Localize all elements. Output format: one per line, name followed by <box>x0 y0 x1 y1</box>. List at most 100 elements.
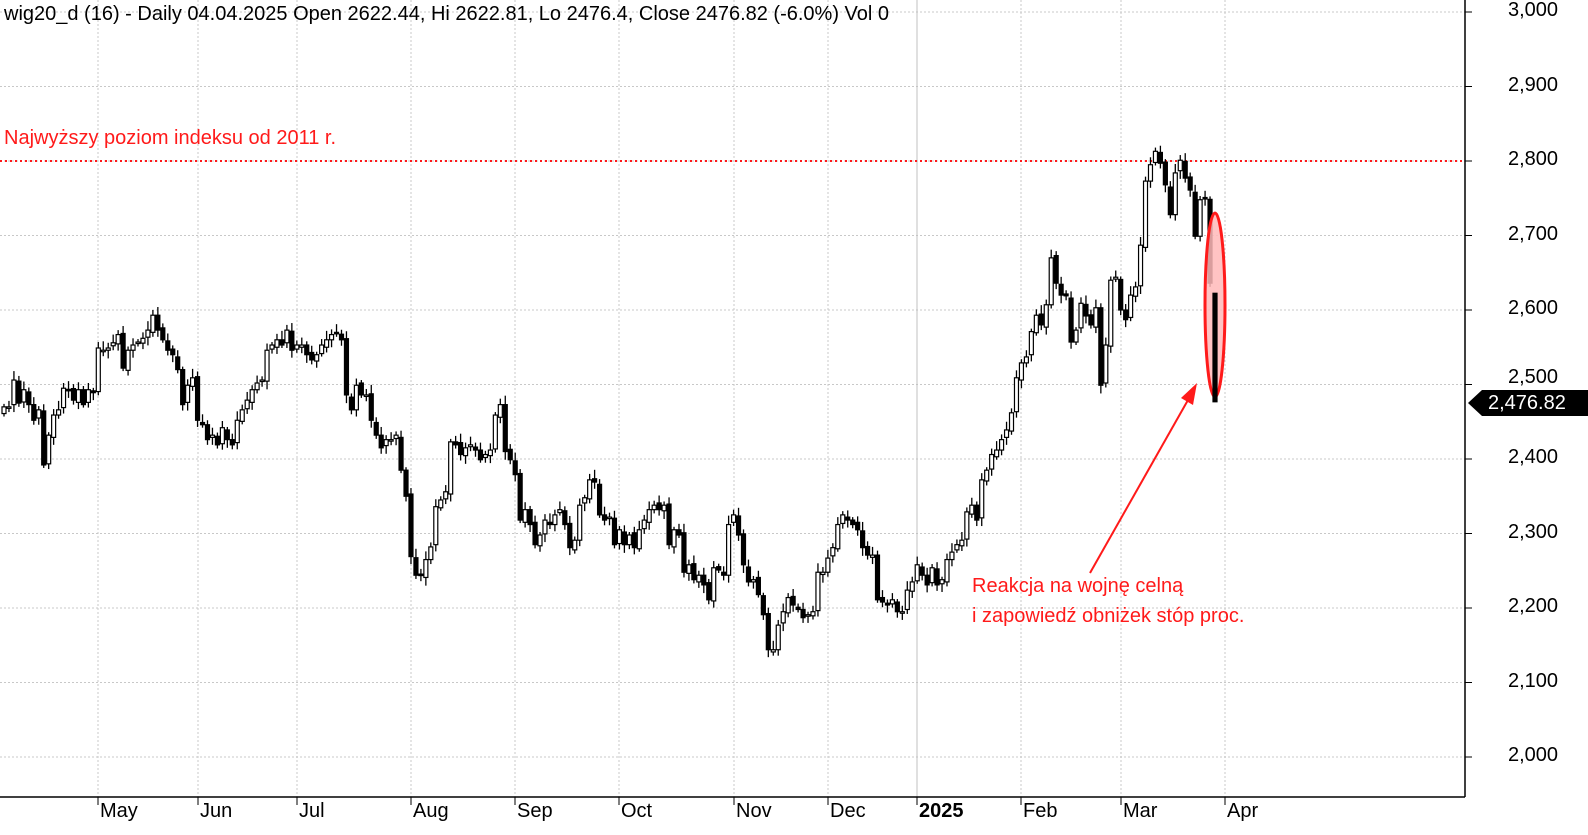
candle-body-down <box>343 338 350 396</box>
candle-body-down <box>656 502 662 511</box>
candle-body-up <box>889 599 895 605</box>
candle <box>472 442 479 457</box>
candle <box>299 337 305 354</box>
x-axis-ticks <box>97 797 1226 805</box>
candle-body-up <box>150 314 156 333</box>
candle-body-up <box>730 514 737 523</box>
candle-body-up <box>537 534 543 547</box>
candle-body-down <box>855 521 861 531</box>
candle-body-up <box>1137 244 1144 287</box>
candle <box>1132 281 1139 303</box>
candle <box>601 506 608 526</box>
candle <box>403 467 409 502</box>
last-candle <box>1212 292 1218 403</box>
candle <box>750 575 757 589</box>
candle-body-down <box>666 503 672 546</box>
candle-body-up <box>825 557 831 573</box>
candle-body-down <box>229 439 235 446</box>
candle <box>1157 145 1164 169</box>
candle <box>502 395 508 460</box>
candle <box>949 543 955 567</box>
candle <box>497 398 503 424</box>
candle-body-up <box>363 394 369 398</box>
candle-body-down <box>224 429 230 441</box>
candle-body-up <box>954 544 960 551</box>
candle <box>1152 147 1159 166</box>
candle-body-up <box>944 558 950 583</box>
candle <box>155 307 161 337</box>
candle-body-down <box>631 532 637 549</box>
candle-body-down <box>706 582 712 601</box>
candle <box>1172 163 1178 221</box>
candle <box>899 605 905 620</box>
candle-body-down <box>120 332 126 369</box>
candle-body-down <box>413 557 419 576</box>
candle <box>269 342 275 354</box>
candle <box>745 559 752 587</box>
candle <box>805 611 811 623</box>
candle-body-up <box>423 558 429 579</box>
candle <box>1083 295 1089 324</box>
candle <box>1128 286 1134 322</box>
candle-body-down <box>860 530 866 549</box>
candle <box>75 382 82 410</box>
candle-body-down <box>194 376 201 421</box>
candle <box>100 341 106 357</box>
candle <box>611 510 618 549</box>
candle-body-up <box>284 329 290 344</box>
candle <box>383 435 389 454</box>
candle-body-up <box>269 344 275 350</box>
candle <box>775 619 781 656</box>
candle <box>448 438 454 502</box>
candle-body-down <box>304 344 310 356</box>
candle-body-up <box>939 579 945 585</box>
candle-body-up <box>830 547 836 557</box>
candle-body-down <box>289 330 295 351</box>
candle <box>740 529 747 573</box>
x-tick-label: Nov <box>736 800 772 822</box>
candle-body-up <box>145 329 151 338</box>
candle-body-up <box>1003 429 1010 438</box>
candle <box>780 603 786 632</box>
candle-body-down <box>1063 293 1069 297</box>
candle <box>1147 157 1154 188</box>
candle-body-down <box>800 608 806 619</box>
candle-body-up <box>482 453 489 459</box>
candle <box>924 567 930 593</box>
x-tick-label: Jul <box>299 800 325 822</box>
candle <box>522 502 528 528</box>
candle <box>1103 337 1109 388</box>
candle-body-down <box>864 545 871 556</box>
candle <box>889 593 895 608</box>
candle <box>850 517 856 529</box>
candle-body-down <box>175 356 181 371</box>
candle <box>194 371 201 427</box>
candle <box>855 516 861 536</box>
candle <box>1212 292 1218 403</box>
candle-body-down <box>453 441 459 446</box>
candle-body-up <box>497 404 503 418</box>
candle-body-down <box>721 571 727 576</box>
candle <box>904 581 910 614</box>
candle-body-down <box>527 509 533 526</box>
candle <box>358 380 364 398</box>
candle-body-down <box>974 504 980 521</box>
candle <box>353 378 359 417</box>
candle <box>1003 421 1010 445</box>
x-tick-label: Aug <box>413 800 449 822</box>
candle <box>408 488 414 565</box>
candle-body-up <box>820 571 826 576</box>
x-tick-label: Dec <box>830 800 866 822</box>
candle <box>1013 370 1020 418</box>
candle <box>730 509 737 527</box>
candle-body-up <box>299 344 305 348</box>
candle <box>1202 190 1208 206</box>
candle-body-up <box>606 516 613 520</box>
candle <box>219 421 225 450</box>
annotation-arrow-line <box>1089 399 1189 574</box>
candle <box>507 444 513 465</box>
candle <box>909 576 915 598</box>
candle <box>438 496 444 511</box>
candle <box>477 442 484 463</box>
candle-body-up <box>984 469 990 482</box>
